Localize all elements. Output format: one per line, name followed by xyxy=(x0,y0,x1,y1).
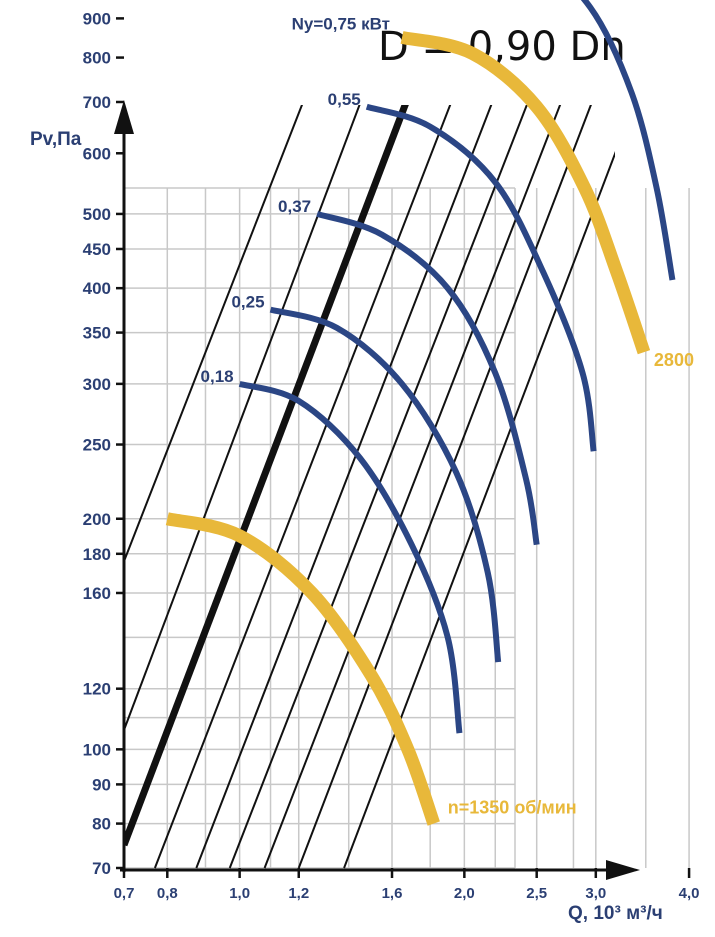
power-curve-0 xyxy=(238,380,463,734)
y-tick-label-7: 200 xyxy=(83,510,111,529)
power-curve-4 xyxy=(580,0,676,281)
efficiency-line-7 xyxy=(297,105,592,869)
speed-curve-label-1: 2800 xyxy=(654,350,694,370)
y-tick-label-1: 80 xyxy=(92,815,111,834)
y-tick-label-17: 900 xyxy=(83,9,111,28)
y-tick-label-14: 600 xyxy=(83,144,111,163)
power-label-075: Ny=0,75 кВт xyxy=(292,14,390,33)
y-axis-title: Pv,Па xyxy=(30,129,82,150)
power-curve-label-1: 0,25 xyxy=(231,293,264,312)
efficiency-lines xyxy=(124,105,615,869)
y-tick-label-12: 450 xyxy=(83,240,111,259)
power-curve-1 xyxy=(269,306,502,663)
speed-curve-label-0: n=1350 об/мин xyxy=(448,798,577,818)
tick-labels: 70 80 90 100 120 160 180 200 250 300 350 400 450 500 6… xyxy=(83,9,700,902)
y-tick-label-4: 120 xyxy=(83,680,111,699)
y-tick-label-11: 400 xyxy=(83,279,111,298)
curve-labels: 0,180,250,370,551,10n=1350 об/мин2800Ny=… xyxy=(201,14,694,818)
x-tick-label-4: 1,6 xyxy=(382,885,403,902)
y-tick-label-2: 90 xyxy=(92,775,111,794)
speed-curve-0 xyxy=(165,512,440,826)
x-tick-label-6: 2,5 xyxy=(526,885,547,902)
performance-curves xyxy=(165,0,676,826)
x-tick-label-1: 0,8 xyxy=(157,885,178,902)
speed-curve-1 xyxy=(400,31,651,355)
y-tick-label-6: 180 xyxy=(83,545,111,564)
efficiency-line-6 xyxy=(263,105,562,869)
x-tick-label-8: 4,0 xyxy=(679,885,700,902)
efficiency-line-5 xyxy=(228,105,528,869)
y-tick-label-8: 250 xyxy=(83,436,111,455)
efficiency-line-8 xyxy=(343,150,615,869)
efficiency-line-4 xyxy=(195,105,493,869)
x-axis-title: Q, 10³ м³/ч xyxy=(568,903,663,924)
x-tick-label-2: 1,0 xyxy=(229,885,250,902)
y-tick-label-15: 700 xyxy=(83,93,111,112)
x-axis-arrow xyxy=(606,860,640,880)
power-curve-label-3: 0,55 xyxy=(328,90,361,109)
efficiency-line-3 xyxy=(153,105,452,869)
efficiency-line-1 xyxy=(124,105,361,731)
efficiency-line-0 xyxy=(124,105,304,562)
y-axis-arrow xyxy=(114,100,134,134)
power-curve-3 xyxy=(365,103,597,452)
x-tick-label-7: 3,0 xyxy=(585,885,606,902)
chart-title: D = 0,90 Dn xyxy=(378,24,626,70)
y-tick-label-5: 160 xyxy=(83,584,111,603)
power-curve-label-2: 0,37 xyxy=(278,197,311,216)
y-tick-label-10: 350 xyxy=(83,324,111,343)
power-curve-2 xyxy=(316,211,540,546)
y-tick-label-0: 70 xyxy=(92,859,111,878)
y-tick-label-16: 800 xyxy=(83,49,111,68)
y-tick-label-9: 300 xyxy=(83,375,111,394)
power-curve-label-0: 0,18 xyxy=(201,367,234,386)
x-tick-label-0: 0,7 xyxy=(114,885,135,902)
y-tick-label-13: 500 xyxy=(83,205,111,224)
y-tick-label-3: 100 xyxy=(83,740,111,759)
x-tick-label-5: 2,0 xyxy=(454,885,475,902)
efficiency-line-2 xyxy=(124,105,409,847)
x-tick-label-3: 1,2 xyxy=(288,885,309,902)
